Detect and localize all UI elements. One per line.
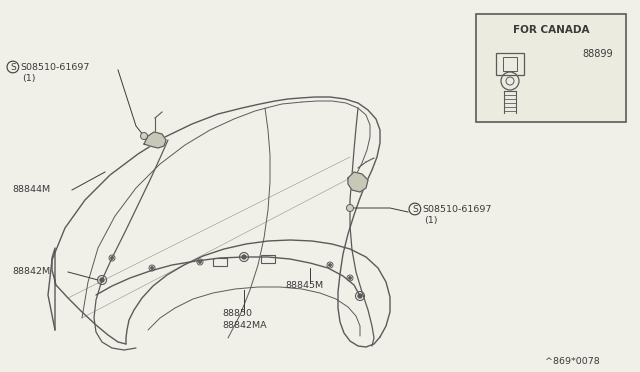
Circle shape (111, 257, 113, 259)
Text: (1): (1) (424, 215, 438, 224)
Text: 88850: 88850 (222, 310, 252, 318)
Circle shape (346, 205, 353, 212)
Text: 88842M: 88842M (12, 267, 50, 276)
Bar (503, 57, 517, 71)
Circle shape (242, 255, 246, 259)
Circle shape (141, 132, 147, 140)
Bar (476, 14, 626, 122)
Polygon shape (348, 172, 368, 192)
Text: S: S (412, 205, 418, 214)
Circle shape (100, 278, 104, 282)
Text: 88899: 88899 (582, 49, 613, 59)
Bar (496, 53, 524, 75)
Circle shape (151, 267, 153, 269)
Text: 88842MA: 88842MA (222, 321, 267, 330)
Circle shape (358, 294, 362, 298)
Circle shape (349, 277, 351, 279)
Circle shape (329, 264, 332, 266)
Text: S08510-61697: S08510-61697 (20, 62, 90, 71)
Text: 88844M: 88844M (12, 186, 50, 195)
Text: 88845M: 88845M (285, 280, 323, 289)
Text: S: S (10, 62, 16, 71)
Bar (261, 255, 275, 263)
Circle shape (199, 261, 201, 263)
Text: (1): (1) (22, 74, 35, 83)
Text: ^869*0078: ^869*0078 (545, 357, 600, 366)
Text: FOR CANADA: FOR CANADA (513, 25, 589, 35)
Text: S08510-61697: S08510-61697 (422, 205, 492, 214)
Polygon shape (144, 132, 166, 148)
Bar (213, 258, 227, 266)
